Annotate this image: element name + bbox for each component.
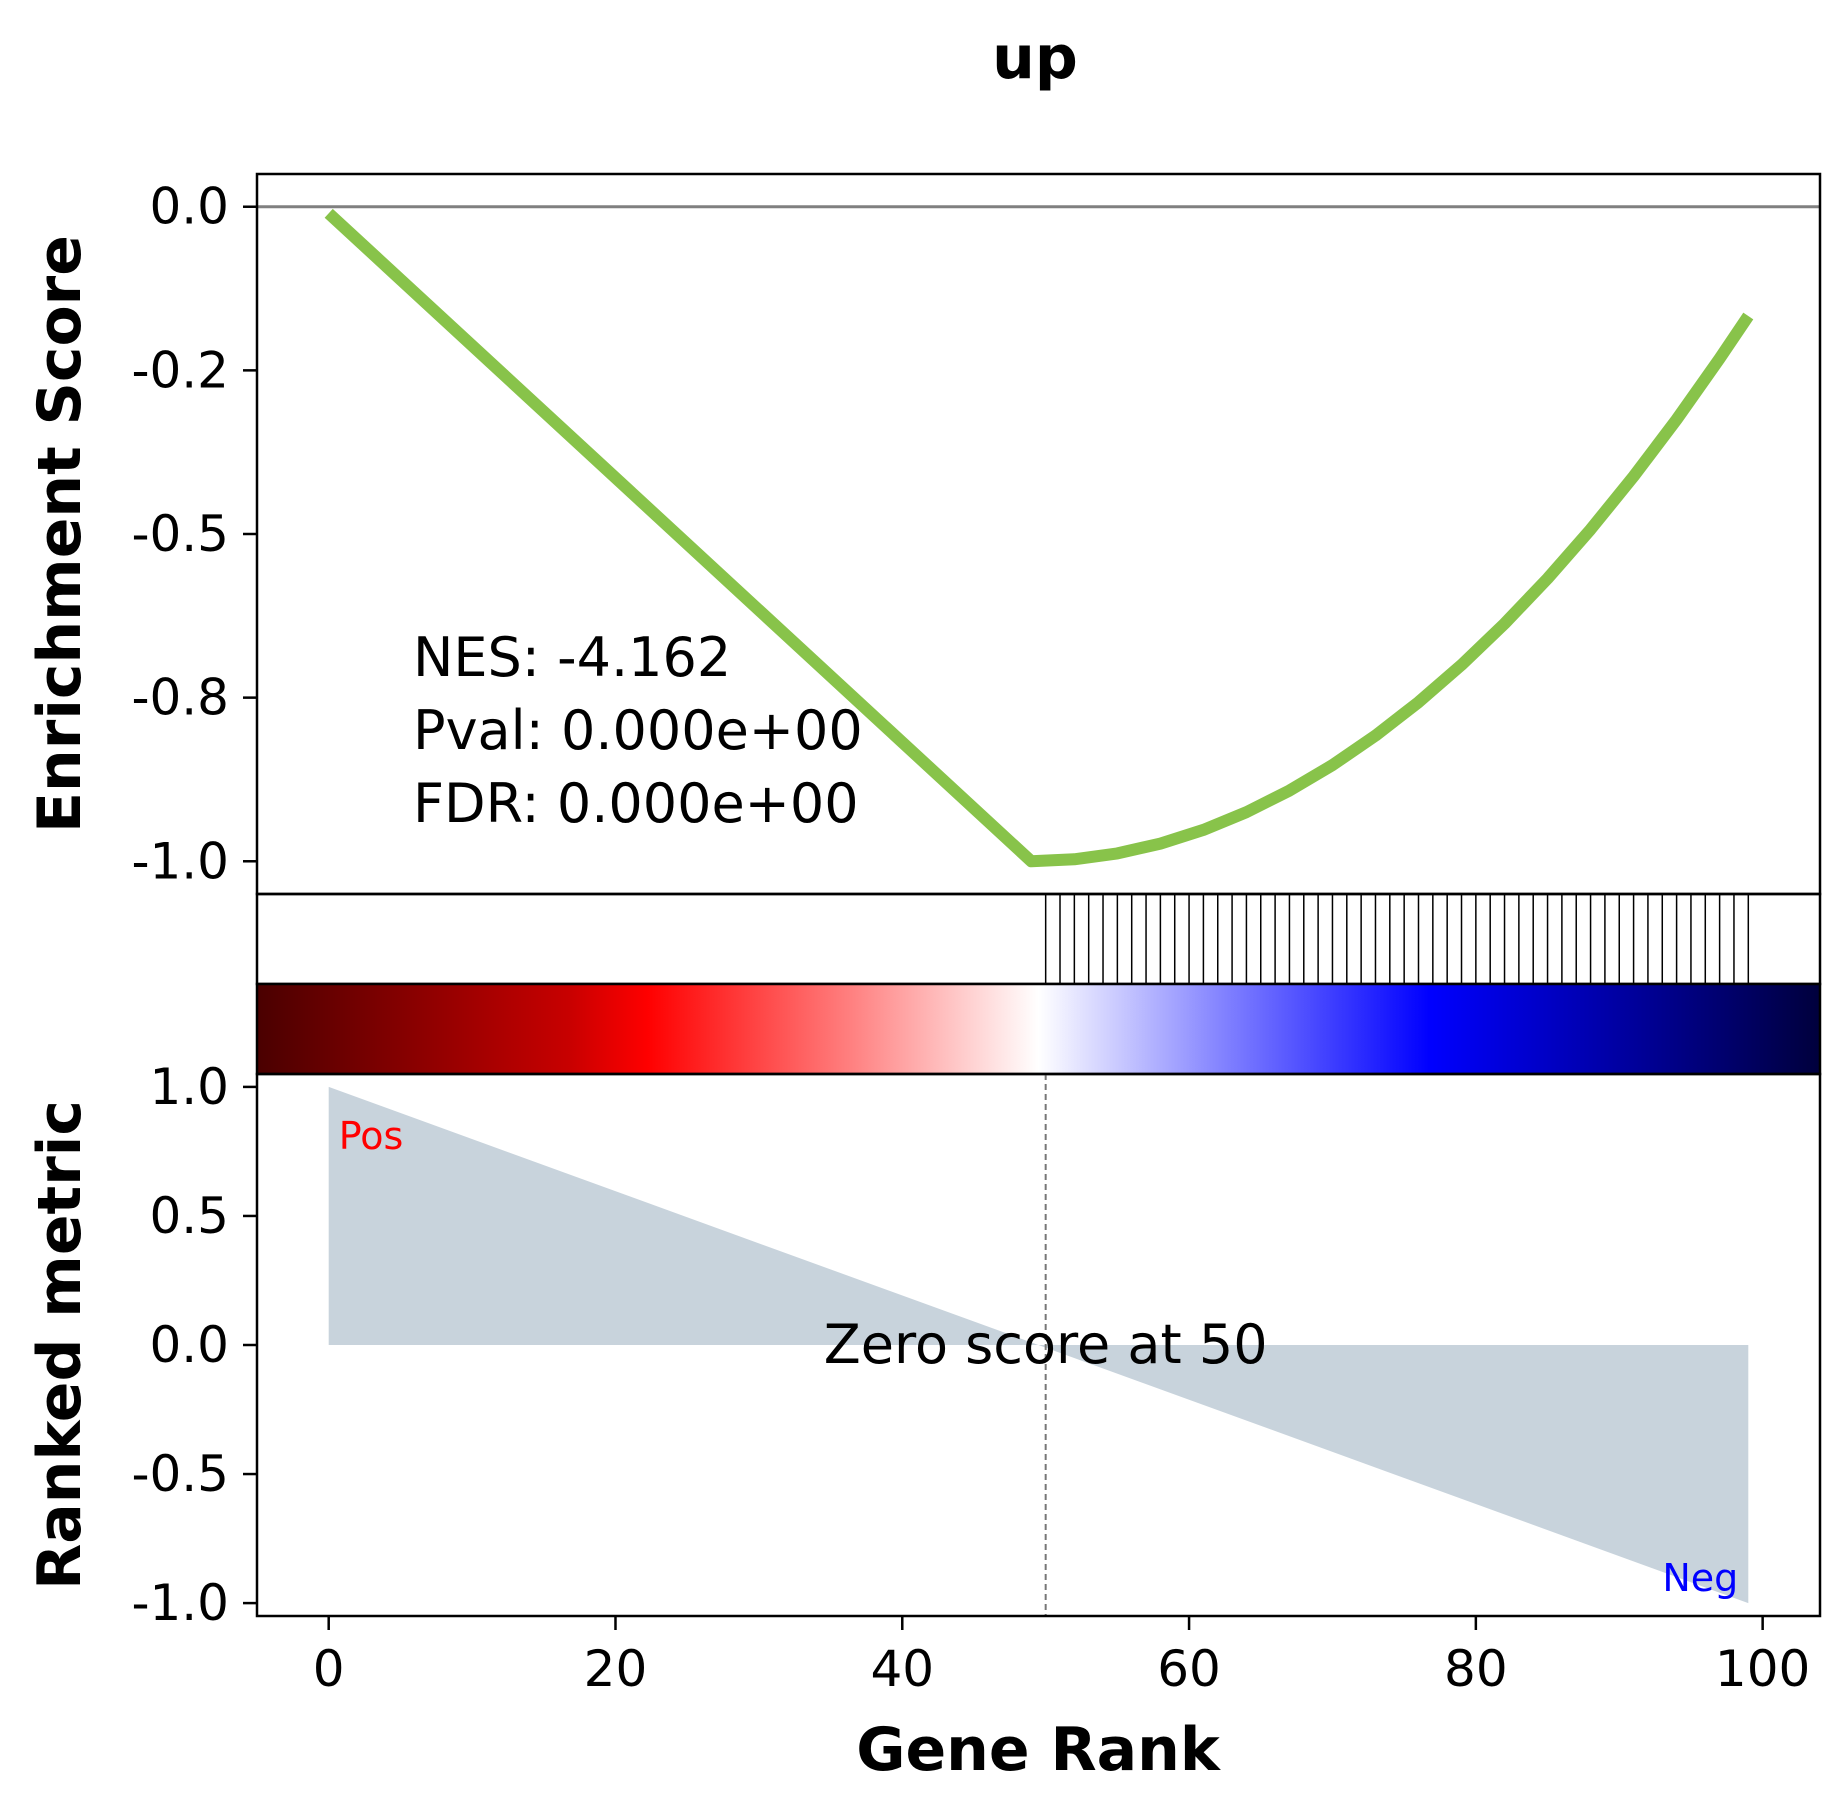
es-y-tick-label: 0.0 [149, 178, 229, 236]
pos-label: Pos [339, 1114, 404, 1158]
hits-panel [255, 892, 1822, 986]
x-tick-label: 0 [313, 1640, 345, 1698]
x-tick-label: 80 [1444, 1640, 1508, 1698]
rm-y-tick-label: 0.0 [149, 1316, 229, 1374]
es-y-tick-label: -0.5 [131, 505, 229, 563]
es-y-tick-label: -1.0 [131, 832, 229, 890]
rank-colorbar [257, 984, 1820, 1074]
es-y-tick-label: -0.8 [131, 669, 229, 727]
es-stat-pval: Pval: 0.000e+00 [413, 699, 863, 762]
x-axis-ticks: 0 20 40 60 80 100 [313, 1616, 1810, 1698]
ranked-metric-frame [255, 1072, 1822, 1618]
hit-lines [1044, 894, 1750, 984]
rm-y-axis-ticks: 1.0 0.5 0.0 -0.5 -1.0 [131, 1058, 257, 1632]
rm-y-tick-label: 1.0 [149, 1058, 229, 1116]
enrichment-curve [324, 208, 1754, 868]
es-stat-nes: NES: -4.162 [413, 626, 731, 689]
rm-y-tick-label: -0.5 [131, 1445, 229, 1503]
es-y-tick-label: -0.2 [131, 341, 229, 399]
x-tick-label: 60 [1157, 1640, 1221, 1698]
rm-y-tick-label: 0.5 [149, 1187, 229, 1245]
es-stat-fdr: FDR: 0.000e+00 [413, 772, 859, 835]
es-y-axis-label: Enrichment Score [25, 235, 95, 833]
hits-frame [255, 892, 1822, 986]
x-axis-label: Gene Rank [856, 1715, 1222, 1785]
x-tick-label: 40 [870, 1640, 934, 1698]
chart-title: up [992, 23, 1078, 93]
zero-score-label: Zero score at 50 [824, 1313, 1268, 1376]
x-tick-label: 20 [584, 1640, 648, 1698]
rm-y-axis-label: Ranked metric [25, 1100, 95, 1590]
rm-y-tick-label: -1.0 [131, 1574, 229, 1632]
enrichment-panel: 0.0 -0.2 -0.5 -0.8 -1.0 NES: -4.162 Pval: 0.… [25, 172, 1822, 896]
x-tick-label: 100 [1715, 1640, 1810, 1698]
es-y-axis-ticks: 0.0 -0.2 -0.5 -0.8 -1.0 [131, 178, 257, 890]
neg-label: Neg [1662, 1556, 1738, 1600]
colorbar-panel [255, 982, 1822, 1076]
ranked-metric-panel: Zero score at 50 Pos Neg 1.0 0.5 0.0 -0.5 -1… [25, 1058, 1822, 1632]
ranked-metric-area [328, 1086, 1749, 1604]
